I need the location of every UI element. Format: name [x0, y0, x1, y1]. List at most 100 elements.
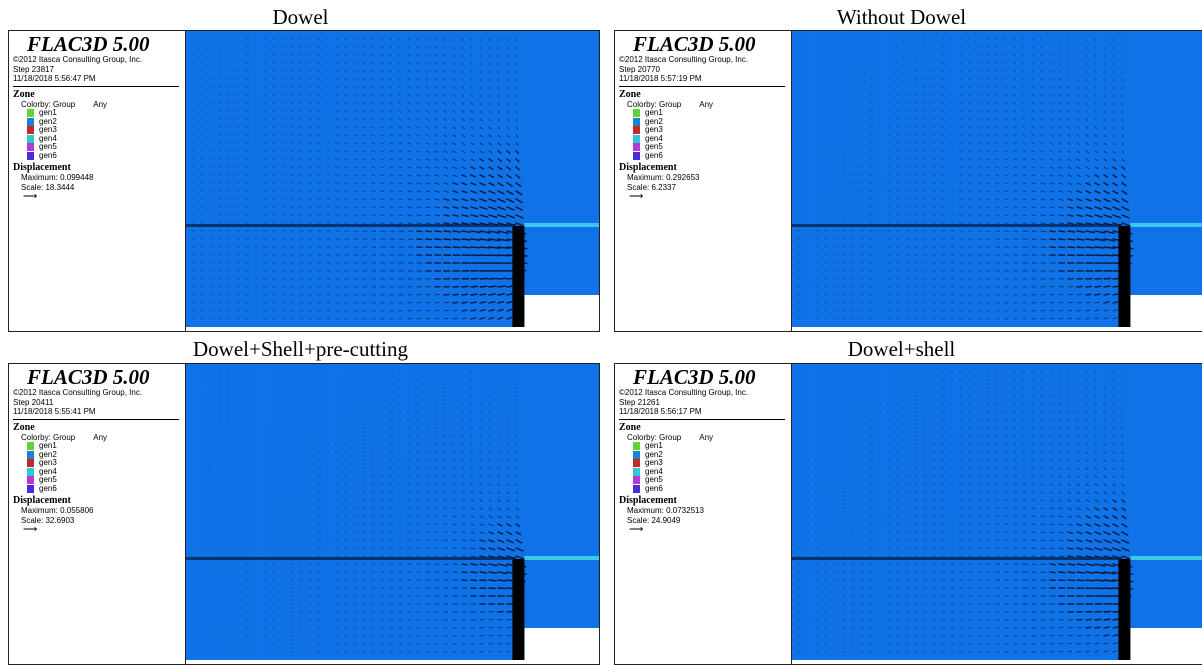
colorby-label: Colorby: Group — [21, 432, 76, 442]
colorby-value: Any — [93, 432, 108, 442]
step-count: Step 20770 — [619, 64, 660, 74]
group-swatch — [633, 134, 640, 143]
group-legend-item: gen1 — [13, 441, 185, 451]
group-legend-item: gen3 — [13, 458, 185, 468]
group-swatch — [633, 442, 640, 451]
zone-header: Zone — [619, 421, 641, 433]
app-title: FLAC3D 5.00 — [633, 32, 756, 56]
tunnel-lining — [524, 223, 599, 227]
displacement-plot — [186, 31, 599, 331]
colorby-label: Colorby: Group — [627, 432, 682, 442]
face-vectors — [512, 226, 525, 327]
group-label: gen4 — [645, 466, 663, 476]
tunnel-lining — [524, 556, 599, 560]
face-vectors — [1118, 226, 1131, 327]
group-legend-item: gen6 — [619, 484, 791, 494]
group-label: gen4 — [645, 133, 663, 143]
step-count: Step 23817 — [13, 64, 54, 74]
displacement-maximum: Maximum: 0.292653 — [627, 173, 700, 182]
group-swatch — [27, 134, 34, 143]
caption-without-dowel: Without Dowel — [836, 5, 967, 29]
panel-dowel-shell-precutting: FLAC3D 5.00 ©2012 Itasca Consulting Grou… — [8, 363, 600, 665]
tunnel-lining — [1130, 223, 1202, 227]
group-legend-item: gen2 — [619, 450, 791, 460]
group-swatch — [27, 117, 34, 126]
timestamp: 11/18/2018 5:56:47 PM — [13, 74, 96, 83]
colorby-row: Colorby: Group Any — [619, 433, 791, 443]
displacement-vectors — [797, 371, 1134, 653]
copyright: ©2012 Itasca Consulting Group, Inc. — [619, 55, 749, 64]
tunnel-opening — [524, 628, 599, 664]
group-legend-item: gen1 — [619, 441, 791, 451]
group-legend-item: gen4 — [13, 134, 185, 144]
displacement-header: Displacement — [13, 162, 71, 173]
colorby-row: Colorby: Group Any — [13, 100, 185, 110]
arrow-icon: ⟶ — [23, 524, 38, 535]
vector-field-svg — [186, 364, 599, 664]
group-legend-item: gen5 — [13, 475, 185, 485]
group-label: gen3 — [39, 458, 57, 467]
group-label: gen5 — [39, 142, 57, 151]
face-vectors — [512, 559, 525, 660]
colorby-value: Any — [699, 432, 714, 442]
group-legend-item: gen6 — [13, 150, 185, 161]
group-swatch — [27, 109, 34, 118]
group-legend-item: gen4 — [619, 466, 791, 477]
group-legend-item: gen1 — [619, 108, 791, 118]
group-legend-item: gen2 — [13, 450, 185, 460]
group-legend-item: gen5 — [619, 475, 791, 485]
rock-mass — [792, 364, 1202, 660]
arrow-icon: ⟶ — [629, 524, 644, 535]
group-swatch — [633, 467, 640, 476]
roof-line — [186, 557, 517, 560]
tunnel-opening — [524, 295, 599, 331]
colorby-row: Colorby: Group Any — [13, 433, 185, 443]
group-label: gen6 — [645, 150, 663, 160]
displacement-maximum: Maximum: 0.0732513 — [627, 506, 704, 515]
group-legend-item: gen3 — [619, 125, 791, 135]
group-list: gen1 gen2 gen3 gen4 gen5 gen6 — [13, 441, 185, 493]
roof-line — [792, 224, 1123, 227]
tunnel-opening — [1130, 628, 1202, 664]
displacement-scale: Scale: 32.6903 — [21, 515, 75, 525]
group-swatch — [633, 143, 640, 152]
roof-line — [792, 557, 1123, 560]
legend: FLAC3D 5.00 ©2012 Itasca Consulting Grou… — [615, 31, 792, 331]
app-title: FLAC3D 5.00 — [27, 32, 150, 56]
app-title: FLAC3D 5.00 — [633, 365, 756, 389]
zone-header: Zone — [13, 421, 35, 433]
divider — [13, 418, 179, 420]
displacement-header: Displacement — [13, 495, 71, 506]
group-swatch — [27, 151, 34, 160]
divider — [13, 85, 179, 87]
step-count: Step 21261 — [619, 397, 660, 407]
group-swatch — [633, 476, 640, 485]
tunnel-lining — [1130, 556, 1202, 560]
group-legend-item: gen4 — [619, 133, 791, 144]
face-vectors — [1118, 559, 1131, 660]
group-label: gen1 — [39, 108, 57, 117]
group-list: gen1 gen2 gen3 gen4 gen5 gen6 — [619, 108, 791, 161]
copyright: ©2012 Itasca Consulting Group, Inc. — [13, 55, 143, 64]
group-swatch — [633, 126, 640, 135]
zone-header: Zone — [13, 88, 35, 100]
colorby-label: Colorby: Group — [21, 99, 76, 109]
rock-mass — [186, 364, 599, 660]
displacement-scale: Scale: 24.9049 — [627, 515, 681, 525]
group-legend-item: gen6 — [619, 150, 791, 161]
group-label: gen2 — [645, 116, 663, 126]
colorby-label: Colorby: Group — [627, 99, 682, 109]
displacement-plot — [186, 364, 599, 664]
step-count: Step 20411 — [13, 397, 54, 407]
group-label: gen2 — [39, 116, 57, 126]
group-swatch — [27, 484, 34, 493]
displacement-scale: Scale: 18.3444 — [21, 182, 75, 192]
group-label: gen6 — [39, 150, 57, 160]
legend: FLAC3D 5.00 ©2012 Itasca Consulting Grou… — [9, 31, 186, 331]
timestamp: 11/18/2018 5:55:41 PM — [13, 407, 96, 416]
panel-dowel: FLAC3D 5.00 ©2012 Itasca Consulting Grou… — [8, 30, 600, 332]
displacement-maximum: Maximum: 0.099448 — [21, 173, 94, 182]
displacement-vectors — [797, 38, 1134, 320]
group-legend-item: gen4 — [13, 467, 185, 477]
group-swatch — [27, 450, 34, 459]
